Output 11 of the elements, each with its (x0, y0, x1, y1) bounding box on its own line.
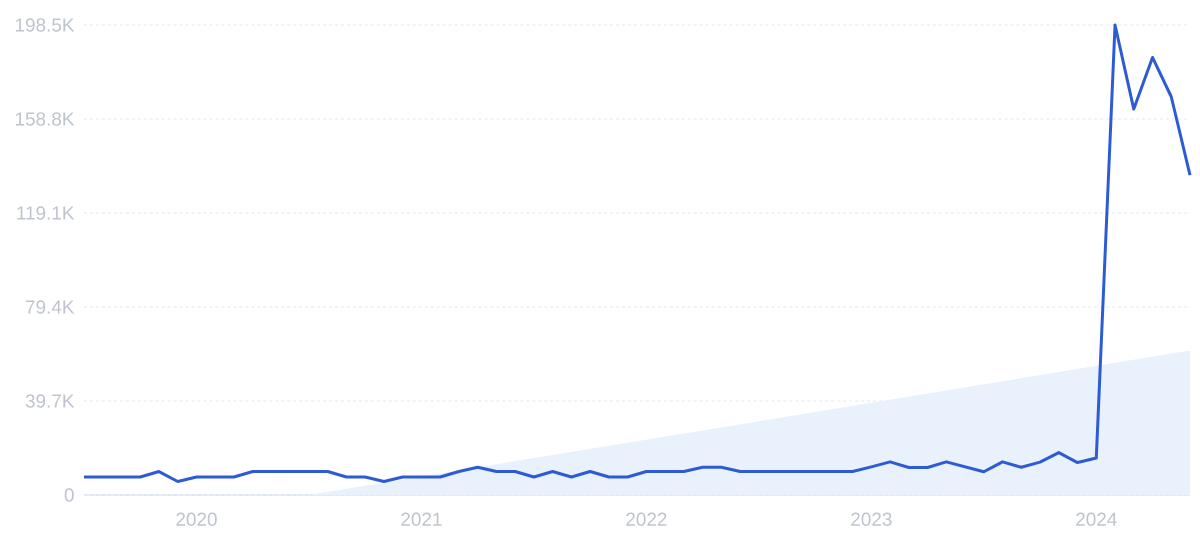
y-tick-label: 119.1K (17, 206, 75, 220)
x-tick-label: 2024 (1076, 512, 1117, 526)
y-tick-label: 198.5K (15, 18, 75, 32)
y-tick-label: 158.8K (15, 112, 75, 126)
x-tick-label: 2022 (626, 512, 667, 526)
y-tick-label: 0 (64, 488, 74, 502)
y-tick-label: 79.4K (25, 300, 75, 314)
x-tick-label: 2023 (851, 512, 892, 526)
x-tick-label: 2021 (401, 512, 442, 526)
y-tick-label: 39.7K (25, 394, 75, 408)
x-tick-label: 2020 (176, 512, 217, 526)
